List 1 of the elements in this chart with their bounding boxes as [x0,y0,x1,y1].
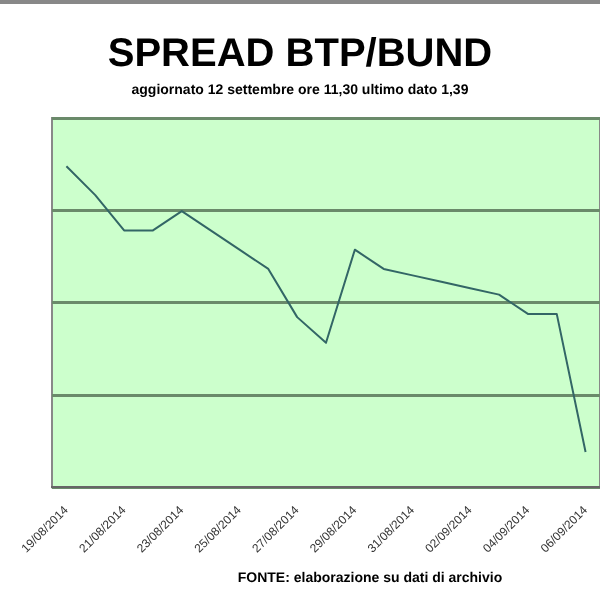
chart-title: SPREAD BTP/BUND [105,32,495,78]
